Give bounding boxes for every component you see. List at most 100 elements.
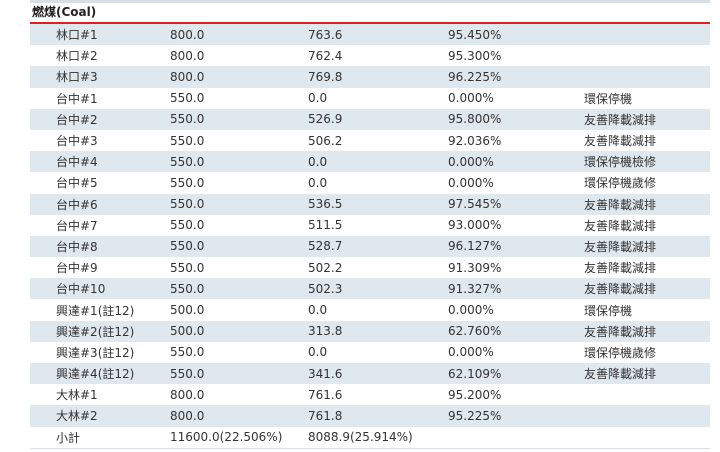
top-divider xyxy=(30,0,710,3)
remark-cell: 友善降載減排 xyxy=(584,214,710,236)
output-rate-cell: 62.109% xyxy=(448,363,584,385)
capacity-cell: 800.0 xyxy=(170,405,308,427)
remark-cell: 環保停機歲修 xyxy=(584,341,710,363)
output-rate-cell xyxy=(448,426,584,448)
capacity-cell: 550.0 xyxy=(170,257,308,279)
table-row: 林口#1 800.0 763.6 95.450% xyxy=(30,24,710,46)
table-row: 台中#4 550.0 0.0 0.000% 環保停機檢修 xyxy=(30,151,710,173)
remark-cell: 友善降載減排 xyxy=(584,257,710,279)
capacity-cell: 550.0 xyxy=(170,235,308,258)
unit-name-cell: 台中#9 xyxy=(30,257,170,279)
table-row: 台中#8 550.0 528.7 96.127% 友善降載減排 xyxy=(30,235,710,258)
output-rate-cell: 95.450% xyxy=(448,24,584,46)
table-row: 台中#7 550.0 511.5 93.000% 友善降載減排 xyxy=(30,214,710,236)
capacity-cell: 800.0 xyxy=(170,66,308,88)
net-output-cell: 763.6 xyxy=(308,24,448,46)
remark-cell xyxy=(584,405,710,427)
unit-name-cell: 興達#3(註12) xyxy=(30,341,170,363)
capacity-cell: 500.0 xyxy=(170,299,308,321)
capacity-cell: 500.0 xyxy=(170,320,308,342)
unit-name-cell: 台中#2 xyxy=(30,108,170,130)
net-output-cell: 511.5 xyxy=(308,214,448,236)
net-output-cell: 502.3 xyxy=(308,278,448,300)
unit-name-cell: 台中#5 xyxy=(30,172,170,194)
net-output-cell: 526.9 xyxy=(308,108,448,130)
output-rate-cell: 96.127% xyxy=(448,235,584,258)
capacity-cell: 11600.0(22.506%) xyxy=(170,426,308,448)
table-row: 大林#2 800.0 761.8 95.225% xyxy=(30,405,710,427)
unit-name-cell: 大林#1 xyxy=(30,384,170,406)
table-row: 台中#9 550.0 502.2 91.309% 友善降載減排 xyxy=(30,257,710,279)
capacity-cell: 550.0 xyxy=(170,363,308,385)
output-rate-cell: 91.327% xyxy=(448,278,584,300)
unit-name-cell: 台中#8 xyxy=(30,235,170,258)
net-output-cell: 0.0 xyxy=(308,87,448,109)
net-output-cell: 769.8 xyxy=(308,66,448,88)
output-rate-cell: 96.225% xyxy=(448,66,584,88)
unit-name-cell: 興達#4(註12) xyxy=(30,363,170,385)
net-output-cell: 762.4 xyxy=(308,45,448,67)
section-title: 燃煤(Coal) xyxy=(30,3,710,24)
table-row: 台中#10 550.0 502.3 91.327% 友善降載減排 xyxy=(30,278,710,300)
subtotal-row: 小計 11600.0(22.506%) 8088.9(25.914%) xyxy=(30,426,710,448)
table-row: 林口#3 800.0 769.8 96.225% xyxy=(30,66,710,88)
output-rate-cell: 91.309% xyxy=(448,257,584,279)
net-output-cell: 0.0 xyxy=(308,299,448,321)
bottom-divider xyxy=(30,447,710,449)
unit-name-cell: 台中#7 xyxy=(30,214,170,236)
net-output-cell: 761.8 xyxy=(308,405,448,427)
remark-cell xyxy=(584,384,710,406)
capacity-cell: 550.0 xyxy=(170,108,308,130)
unit-name-cell: 台中#1 xyxy=(30,87,170,109)
output-rate-cell: 95.225% xyxy=(448,405,584,427)
capacity-cell: 550.0 xyxy=(170,193,308,215)
output-rate-cell: 95.800% xyxy=(448,108,584,130)
net-output-cell: 0.0 xyxy=(308,341,448,363)
remark-cell: 友善降載減排 xyxy=(584,278,710,300)
unit-name-cell: 林口#2 xyxy=(30,45,170,67)
table-row: 興達#3(註12) 550.0 0.0 0.000% 環保停機歲修 xyxy=(30,341,710,363)
capacity-cell: 550.0 xyxy=(170,151,308,173)
output-rate-cell: 95.200% xyxy=(448,384,584,406)
output-rate-cell: 0.000% xyxy=(448,341,584,363)
capacity-cell: 550.0 xyxy=(170,214,308,236)
remark-cell: 友善降載減排 xyxy=(584,363,710,385)
output-rate-cell: 97.545% xyxy=(448,193,584,215)
unit-name-cell: 台中#10 xyxy=(30,278,170,300)
coal-units-table: 林口#1 800.0 763.6 95.450% 林口#2 800.0 762.4 95.30… xyxy=(30,24,710,448)
remark-cell xyxy=(584,24,710,46)
remark-cell: 環保停機 xyxy=(584,87,710,109)
coal-generation-panel: 燃煤(Coal) 林口#1 800.0 763.6 95.450% 林口#2 800.0 7… xyxy=(30,0,710,449)
remark-cell: 友善降載減排 xyxy=(584,193,710,215)
net-output-cell: 0.0 xyxy=(308,151,448,173)
net-output-cell: 8088.9(25.914%) xyxy=(308,426,448,448)
remark-cell xyxy=(584,45,710,67)
remark-cell: 友善降載減排 xyxy=(584,235,710,258)
table-body: 林口#1 800.0 763.6 95.450% 林口#2 800.0 762.4 95.30… xyxy=(30,24,710,448)
table-row: 台中#2 550.0 526.9 95.800% 友善降載減排 xyxy=(30,108,710,130)
table-row: 大林#1 800.0 761.6 95.200% xyxy=(30,384,710,406)
unit-name-cell: 小計 xyxy=(30,426,170,448)
net-output-cell: 536.5 xyxy=(308,193,448,215)
table-row: 興達#4(註12) 550.0 341.6 62.109% 友善降載減排 xyxy=(30,363,710,385)
remark-cell: 環保停機檢修 xyxy=(584,151,710,173)
table-row: 興達#2(註12) 500.0 313.8 62.760% 友善降載減排 xyxy=(30,320,710,342)
table-row: 台中#1 550.0 0.0 0.000% 環保停機 xyxy=(30,87,710,109)
capacity-cell: 550.0 xyxy=(170,341,308,363)
remark-cell: 環保停機 xyxy=(584,299,710,321)
net-output-cell: 0.0 xyxy=(308,172,448,194)
remark-cell: 友善降載減排 xyxy=(584,320,710,342)
table-row: 林口#2 800.0 762.4 95.300% xyxy=(30,45,710,67)
net-output-cell: 313.8 xyxy=(308,320,448,342)
remark-cell xyxy=(584,66,710,88)
remark-cell: 環保停機歲修 xyxy=(584,172,710,194)
unit-name-cell: 林口#3 xyxy=(30,66,170,88)
capacity-cell: 800.0 xyxy=(170,384,308,406)
output-rate-cell: 0.000% xyxy=(448,172,584,194)
net-output-cell: 761.6 xyxy=(308,384,448,406)
output-rate-cell: 92.036% xyxy=(448,129,584,152)
capacity-cell: 550.0 xyxy=(170,129,308,152)
capacity-cell: 550.0 xyxy=(170,172,308,194)
net-output-cell: 528.7 xyxy=(308,235,448,258)
unit-name-cell: 台中#4 xyxy=(30,151,170,173)
